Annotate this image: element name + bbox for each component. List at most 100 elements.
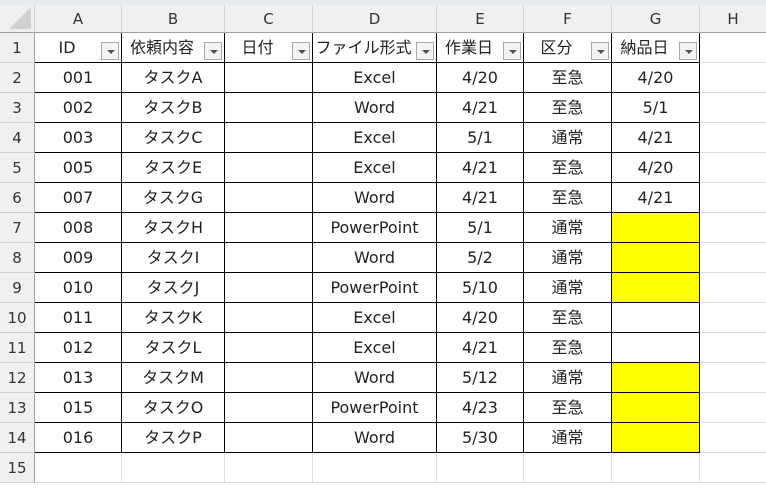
filter-dropdown-icon[interactable]: [292, 42, 310, 60]
cell-file[interactable]: Word: [313, 423, 437, 453]
cell-file[interactable]: Word: [313, 243, 437, 273]
cell-date[interactable]: [225, 123, 313, 153]
cell-id[interactable]: 005: [35, 153, 122, 183]
cell-kind[interactable]: 至急: [524, 63, 612, 93]
cell-id[interactable]: 015: [35, 393, 122, 423]
cell-task[interactable]: タスクE: [122, 153, 225, 183]
cell-delivery[interactable]: 5/1: [612, 93, 700, 123]
cell-id[interactable]: 007: [35, 183, 122, 213]
cell-H[interactable]: [700, 93, 766, 123]
column-header-F[interactable]: F: [524, 5, 612, 33]
cell-task[interactable]: タスクG: [122, 183, 225, 213]
cell-file[interactable]: Excel: [313, 333, 437, 363]
cell-date[interactable]: [225, 303, 313, 333]
cell-task[interactable]: タスクO: [122, 393, 225, 423]
header-cell-kind[interactable]: 区分: [524, 33, 612, 63]
cell-task[interactable]: タスクI: [122, 243, 225, 273]
cell-delivery[interactable]: [612, 423, 700, 453]
cell-kind[interactable]: 至急: [524, 183, 612, 213]
cell-work[interactable]: 5/1: [437, 123, 524, 153]
cell-id[interactable]: 002: [35, 93, 122, 123]
row-header-1[interactable]: 1: [0, 33, 35, 63]
header-cell-date[interactable]: 日付: [225, 33, 313, 63]
cell-H[interactable]: [700, 213, 766, 243]
row-header-4[interactable]: 4: [0, 123, 35, 153]
cell-file[interactable]: Word: [313, 183, 437, 213]
cell-file[interactable]: Excel: [313, 123, 437, 153]
cell-task[interactable]: タスクM: [122, 363, 225, 393]
cell-H1[interactable]: [700, 33, 766, 63]
cell-delivery[interactable]: [612, 273, 700, 303]
cell-file[interactable]: PowerPoint: [313, 213, 437, 243]
row-header-13[interactable]: 13: [0, 393, 35, 423]
cell-work[interactable]: 4/20: [437, 303, 524, 333]
cell-kind[interactable]: 通常: [524, 363, 612, 393]
cell-H[interactable]: [700, 183, 766, 213]
cell-work[interactable]: 5/1: [437, 213, 524, 243]
cell-date[interactable]: [225, 243, 313, 273]
cell-task[interactable]: タスクH: [122, 213, 225, 243]
cell-kind[interactable]: 通常: [524, 243, 612, 273]
cell-H[interactable]: [700, 303, 766, 333]
cell-file[interactable]: Word: [313, 93, 437, 123]
cell-kind[interactable]: 至急: [524, 303, 612, 333]
cell-H[interactable]: [700, 333, 766, 363]
filter-dropdown-icon[interactable]: [101, 42, 119, 60]
cell-work[interactable]: 5/12: [437, 363, 524, 393]
cell-kind[interactable]: 至急: [524, 393, 612, 423]
cell-delivery[interactable]: [612, 243, 700, 273]
cell-id[interactable]: 012: [35, 333, 122, 363]
cell-delivery[interactable]: 4/21: [612, 123, 700, 153]
cell-kind[interactable]: 至急: [524, 333, 612, 363]
row-header-10[interactable]: 10: [0, 303, 35, 333]
cell-task[interactable]: タスクA: [122, 63, 225, 93]
filter-dropdown-icon[interactable]: [591, 42, 609, 60]
cell-work[interactable]: 5/30: [437, 423, 524, 453]
cell-delivery[interactable]: 4/20: [612, 63, 700, 93]
cell-H[interactable]: [700, 393, 766, 423]
cell-date[interactable]: [225, 183, 313, 213]
row-header-3[interactable]: 3: [0, 93, 35, 123]
cell-kind[interactable]: 通常: [524, 123, 612, 153]
column-header-D[interactable]: D: [313, 5, 437, 33]
cell-H[interactable]: [700, 123, 766, 153]
cell-row15[interactable]: [437, 453, 524, 483]
cell-work[interactable]: 4/21: [437, 93, 524, 123]
cell-H[interactable]: [700, 153, 766, 183]
row-header-12[interactable]: 12: [0, 363, 35, 393]
cell-id[interactable]: 001: [35, 63, 122, 93]
cell-id[interactable]: 013: [35, 363, 122, 393]
cell-delivery[interactable]: [612, 213, 700, 243]
cell-id[interactable]: 009: [35, 243, 122, 273]
cell-H[interactable]: [700, 63, 766, 93]
cell-work[interactable]: 5/10: [437, 273, 524, 303]
row-header-9[interactable]: 9: [0, 273, 35, 303]
row-header-15[interactable]: 15: [0, 453, 35, 483]
cell-task[interactable]: タスクL: [122, 333, 225, 363]
cell-row15[interactable]: [122, 453, 225, 483]
header-cell-work[interactable]: 作業日: [437, 33, 524, 63]
cell-kind[interactable]: 通常: [524, 213, 612, 243]
cell-task[interactable]: タスクB: [122, 93, 225, 123]
cell-file[interactable]: Excel: [313, 303, 437, 333]
cell-date[interactable]: [225, 93, 313, 123]
cell-delivery[interactable]: [612, 363, 700, 393]
cell-date[interactable]: [225, 273, 313, 303]
filter-dropdown-icon[interactable]: [679, 42, 697, 60]
filter-dropdown-icon[interactable]: [204, 42, 222, 60]
cell-row15[interactable]: [225, 453, 313, 483]
cell-date[interactable]: [225, 363, 313, 393]
cell-date[interactable]: [225, 63, 313, 93]
cell-date[interactable]: [225, 333, 313, 363]
cell-id[interactable]: 008: [35, 213, 122, 243]
row-header-6[interactable]: 6: [0, 183, 35, 213]
row-header-14[interactable]: 14: [0, 423, 35, 453]
cell-H[interactable]: [700, 423, 766, 453]
cell-row15[interactable]: [35, 453, 122, 483]
cell-row15[interactable]: [612, 453, 700, 483]
cell-date[interactable]: [225, 213, 313, 243]
cell-file[interactable]: Excel: [313, 63, 437, 93]
column-header-G[interactable]: G: [612, 5, 700, 33]
cell-task[interactable]: タスクK: [122, 303, 225, 333]
header-cell-delivery[interactable]: 納品日: [612, 33, 700, 63]
